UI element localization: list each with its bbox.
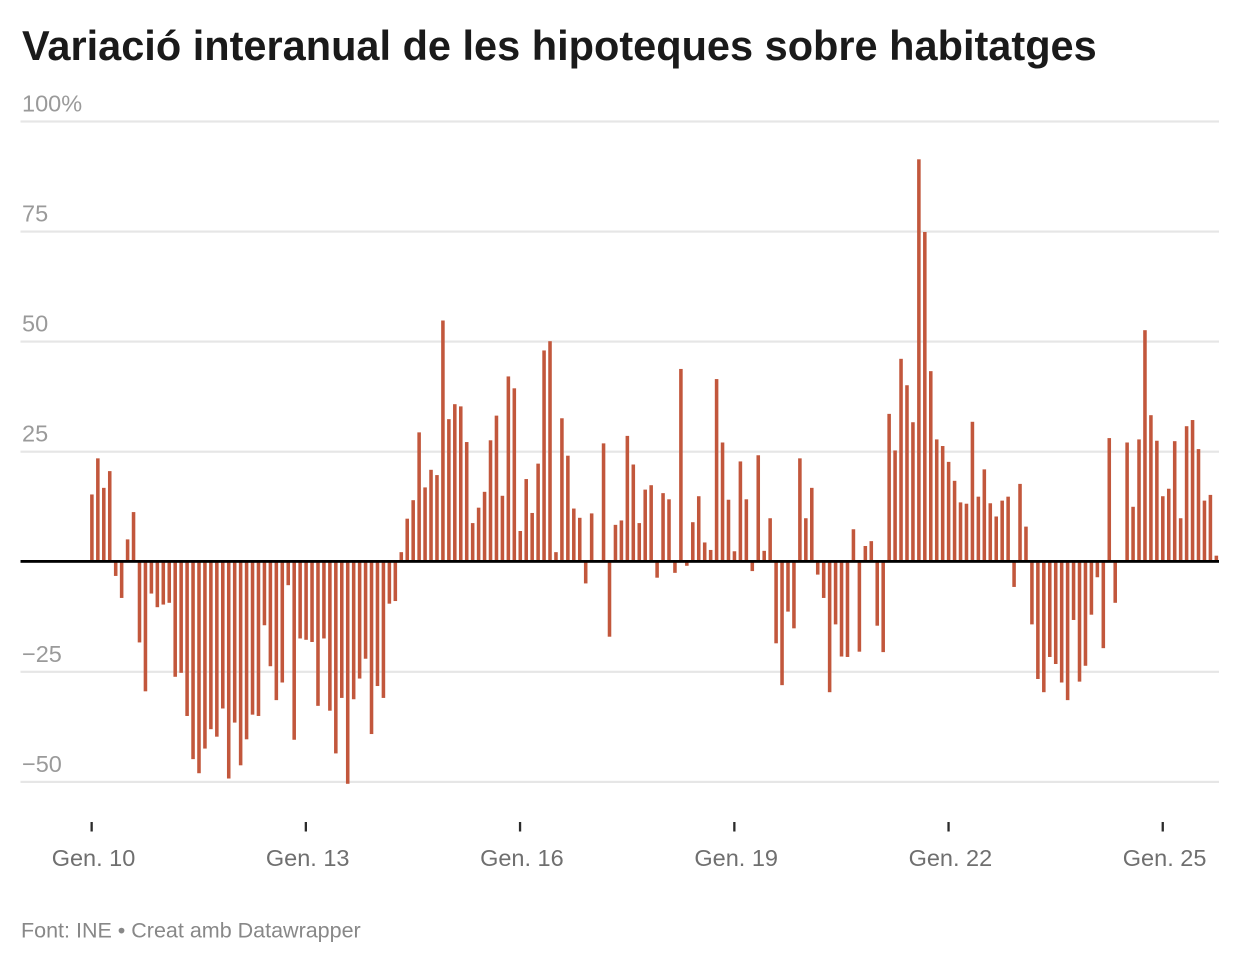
svg-text:Gen. 10: Gen. 10	[52, 845, 136, 871]
svg-text:−50: −50	[22, 751, 62, 777]
svg-text:Gen. 22: Gen. 22	[909, 845, 993, 871]
svg-text:Gen. 25: Gen. 25	[1123, 845, 1207, 871]
svg-text:Font: INE • Creat amb Datawrap: Font: INE • Creat amb Datawrapper	[21, 919, 361, 943]
svg-text:50: 50	[22, 311, 48, 337]
svg-text:Gen. 16: Gen. 16	[480, 845, 564, 871]
svg-text:100%: 100%	[22, 91, 82, 117]
svg-text:75: 75	[22, 201, 48, 227]
svg-text:Gen. 13: Gen. 13	[266, 845, 350, 871]
svg-text:Variació interanual de les hip: Variació interanual de les hipoteques so…	[22, 22, 1097, 69]
svg-text:Gen. 19: Gen. 19	[694, 845, 778, 871]
svg-text:−25: −25	[22, 641, 62, 667]
svg-text:25: 25	[22, 421, 48, 447]
